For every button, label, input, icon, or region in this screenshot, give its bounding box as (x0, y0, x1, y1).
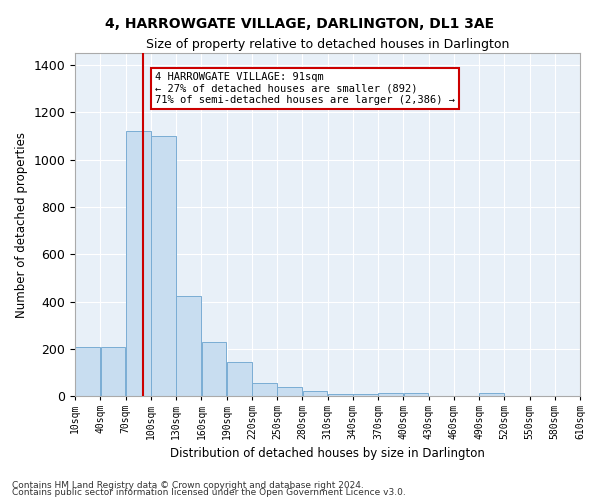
Bar (126, 131, 151, 396)
Bar (151, 136, 176, 396)
Bar (328, 394, 353, 396)
Bar (76, 346, 100, 397)
Bar (101, 346, 125, 397)
Bar (202, 342, 226, 396)
Text: 4, HARROWGATE VILLAGE, DARLINGTON, DL1 3AE: 4, HARROWGATE VILLAGE, DARLINGTON, DL1 3… (106, 18, 494, 32)
Text: Contains public sector information licensed under the Open Government Licence v3: Contains public sector information licen… (12, 488, 406, 497)
Title: Size of property relative to detached houses in Darlington: Size of property relative to detached ho… (146, 38, 509, 51)
X-axis label: Distribution of detached houses by size in Darlington: Distribution of detached houses by size … (170, 447, 485, 460)
Y-axis label: Number of detached properties: Number of detached properties (15, 132, 28, 318)
Bar (353, 394, 378, 396)
Bar (302, 390, 328, 396)
Bar (252, 384, 277, 396)
Bar (176, 296, 201, 396)
Text: Contains HM Land Registry data © Crown copyright and database right 2024.: Contains HM Land Registry data © Crown c… (12, 480, 364, 490)
Text: 4 HARROWGATE VILLAGE: 91sqm
← 27% of detached houses are smaller (892)
71% of se: 4 HARROWGATE VILLAGE: 91sqm ← 27% of det… (155, 72, 455, 105)
Bar (479, 393, 504, 396)
Bar (277, 388, 302, 396)
Bar (378, 393, 403, 396)
Bar (404, 393, 428, 396)
Bar (227, 362, 251, 396)
